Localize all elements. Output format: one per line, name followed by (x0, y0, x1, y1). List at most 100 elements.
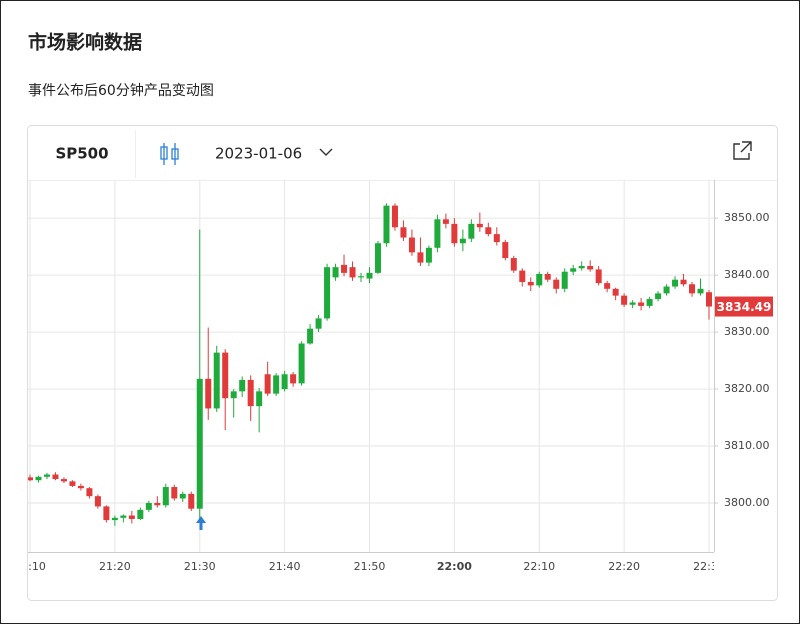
candle-body (451, 223, 458, 244)
y-tick-label: 3830.00 (724, 325, 770, 338)
candle-body (60, 479, 67, 482)
chart-card (27, 125, 778, 601)
candle-body (358, 276, 365, 278)
y-tick-label: 3820.00 (724, 382, 770, 395)
candle-body (578, 266, 585, 269)
candle-body (111, 517, 118, 521)
candle-body (341, 264, 348, 273)
candle-body (137, 509, 144, 519)
candle-body (383, 205, 390, 244)
y-tick-label: 3840.00 (724, 268, 770, 281)
candle-body (145, 503, 152, 510)
candle-body (391, 205, 398, 228)
candle-body (35, 476, 42, 481)
candle-body (315, 318, 322, 329)
date-dropdown-icon[interactable] (319, 148, 333, 156)
candle-body (374, 243, 381, 273)
external-link-icon[interactable] (733, 141, 752, 160)
date-picker[interactable]: 2023-01-06 (215, 145, 302, 163)
x-tick-label: 22:10 (523, 560, 555, 573)
candle-body (349, 267, 356, 278)
x-tick-label: 22:00 (437, 560, 472, 573)
candle-body (570, 268, 577, 272)
candle-body (680, 279, 687, 285)
candle-body (672, 279, 679, 287)
candle-body (663, 286, 670, 294)
candle-body (162, 487, 169, 506)
candle-body (493, 234, 500, 243)
x-tick-label: 21:40 (269, 560, 301, 573)
candle-body (28, 477, 33, 481)
candle-body (264, 374, 271, 394)
candle-body (366, 272, 373, 279)
x-tick-label: 22:30 (693, 560, 725, 573)
candle-body (425, 247, 432, 263)
chart-type-icon[interactable] (160, 143, 179, 165)
candle-body (434, 219, 441, 248)
candle-body (468, 223, 475, 239)
candle-body (154, 503, 161, 506)
candle-body (502, 242, 509, 259)
candle-body (442, 219, 449, 224)
y-tick-label: 3850.00 (724, 211, 770, 224)
event-marker (196, 516, 206, 530)
candle-body (281, 374, 288, 390)
x-tick-label: 21:30 (184, 560, 216, 573)
y-tick-label: 3810.00 (724, 439, 770, 452)
candle-body (239, 379, 246, 392)
candle-body (52, 474, 59, 480)
candle-body (196, 378, 203, 509)
candle-body (188, 493, 195, 509)
x-tick-label: 21:10 (14, 560, 46, 573)
x-tick-label: 21:50 (354, 560, 386, 573)
candle-body (536, 273, 543, 286)
candle-body (273, 375, 280, 394)
candle-body (527, 281, 534, 286)
candle-body (307, 328, 314, 344)
candle-body (43, 474, 50, 477)
candle-body (171, 487, 178, 499)
last-price-label: 3834.49 (717, 300, 772, 314)
candle-body (77, 485, 84, 489)
candle-body (510, 258, 517, 271)
candle-body (256, 391, 263, 407)
candle-body (408, 237, 415, 253)
candle-body (324, 267, 331, 319)
candle-body (638, 302, 645, 306)
candle-body (587, 266, 594, 270)
candle-body (247, 379, 254, 407)
candle-body (519, 270, 526, 282)
candle-body (332, 267, 339, 278)
candle-body (629, 302, 636, 305)
symbol-button[interactable]: SP500 (55, 145, 108, 163)
page-subtitle: 事件公布后60分钟产品变动图 (28, 82, 214, 99)
page-title: 市场影响数据 (28, 31, 142, 54)
candle-body (128, 515, 135, 519)
candle-body (400, 227, 407, 238)
y-tick-label: 3800.00 (724, 496, 770, 509)
candle-body (230, 391, 237, 399)
candle-body (103, 506, 110, 521)
candle-body (697, 288, 704, 294)
candle-body (646, 299, 653, 306)
candle-body (544, 273, 551, 280)
candle-body (485, 227, 492, 235)
candle-body (179, 493, 186, 499)
candle-body (595, 269, 602, 284)
candle-body (561, 271, 568, 289)
candle-body (689, 284, 696, 294)
candle-body (459, 238, 466, 244)
candle-body (290, 374, 297, 384)
candle-body (222, 352, 229, 399)
x-tick-label: 21:20 (99, 560, 131, 573)
x-tick-label: 22:20 (608, 560, 640, 573)
candle-body (213, 352, 220, 409)
candle-body (298, 343, 305, 384)
last-price-box (715, 296, 773, 317)
candle-body (604, 283, 611, 289)
candle-body (553, 279, 560, 289)
candle-body (205, 378, 212, 409)
candle-body (417, 252, 424, 263)
candle-body (655, 293, 662, 300)
candle-body (86, 488, 93, 497)
